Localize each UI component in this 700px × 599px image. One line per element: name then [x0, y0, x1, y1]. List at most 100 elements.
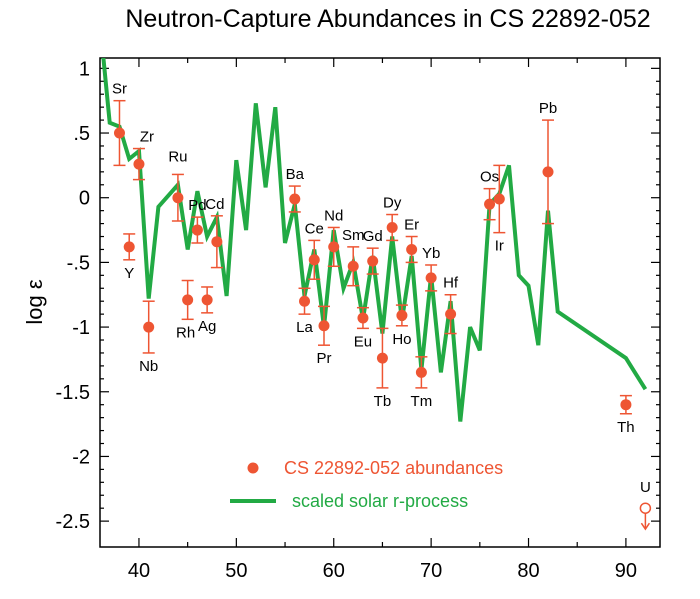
data-point-Tm: Tm [411, 356, 433, 410]
y-axis: 1 .5 0 -.5 -1 -1.5 -2 -2.5 [56, 58, 660, 533]
data-point-Ir: Ir [493, 164, 506, 255]
element-label: Ho [392, 331, 411, 348]
data-point-Sm: Sm [342, 227, 365, 287]
legend-label-observed: CS 22892-052 abundances [284, 458, 503, 478]
element-label: Ir [495, 238, 504, 255]
data-point-Os: Os [480, 169, 499, 221]
element-label: Nd [324, 207, 343, 224]
data-point-Dy: Dy [383, 195, 402, 242]
element-label: Sr [112, 81, 127, 98]
element-label: Pr [317, 350, 332, 367]
data-dot [143, 321, 155, 333]
element-label: Nb [139, 358, 158, 375]
y-tick-label: -.5 [67, 252, 90, 274]
data-dot [493, 193, 505, 205]
element-label: Zr [140, 129, 154, 146]
data-point-Yb: Yb [422, 245, 440, 292]
y-tick-label: -2 [72, 446, 90, 468]
y-tick-label: -1.5 [56, 382, 90, 404]
element-label: Hf [443, 275, 459, 292]
data-dot [425, 272, 437, 284]
data-point-Nb: Nb [139, 300, 158, 375]
data-point-Th: Th [617, 394, 635, 436]
data-dot [318, 320, 330, 332]
data-dot [445, 308, 457, 320]
data-point-Nd: Nd [324, 207, 343, 268]
data-dot [415, 366, 427, 378]
element-label: Y [124, 265, 134, 282]
data-point-Ag: Ag [198, 286, 216, 335]
element-label: Ba [286, 166, 305, 183]
chart-title: Neutron-Capture Abundances in CS 22892-0… [125, 5, 650, 33]
upper-limit-dot [639, 502, 652, 514]
element-label: Gd [363, 228, 383, 245]
data-point-Ce: Ce [305, 220, 324, 280]
data-point-Tb: Tb [374, 327, 392, 410]
data-dot [299, 295, 311, 307]
data-point-Gd: Gd [363, 228, 383, 275]
data-dot [396, 309, 408, 321]
data-dot [289, 193, 301, 205]
element-label: Tm [411, 393, 433, 410]
data-point-Ba: Ba [286, 166, 305, 213]
element-label: Eu [354, 333, 372, 350]
data-point-Zr: Zr [132, 129, 154, 181]
element-label: Sm [342, 227, 365, 244]
element-label: Cd [205, 196, 224, 213]
data-point-La: La [296, 287, 314, 336]
x-tick-label: 70 [420, 560, 442, 582]
element-label: Pb [539, 100, 557, 117]
upper-limit-U: U [639, 479, 652, 531]
legend-label-solar: scaled solar r-process [292, 491, 468, 511]
upper-limit-arrow [640, 522, 651, 531]
element-label: Dy [383, 195, 402, 212]
legend: CS 22892-052 abundances scaled solar r-p… [230, 458, 503, 511]
data-point-Pd: Pd [188, 197, 207, 244]
element-label: Yb [422, 245, 440, 262]
y-tick-label: -2.5 [56, 511, 90, 533]
data-dot [201, 294, 213, 306]
data-dot [620, 399, 632, 411]
element-label: Ce [305, 220, 324, 237]
element-label: Er [404, 217, 419, 234]
data-point-Y: Y [123, 233, 136, 282]
data-point-Hf: Hf [443, 275, 459, 335]
y-axis-label: log ε [22, 279, 47, 324]
data-point-Sr: Sr [112, 81, 127, 167]
solar-rprocess-line [101, 58, 648, 422]
element-label: Os [480, 169, 499, 186]
data-dot [191, 224, 203, 236]
data-point-Ru: Ru [168, 148, 188, 222]
element-label: Pd [188, 197, 206, 214]
x-tick-label: 40 [128, 560, 150, 582]
legend-dot-marker [247, 462, 259, 474]
data-dot [376, 352, 388, 364]
x-axis: 40 50 60 70 80 90 [128, 58, 637, 582]
y-tick-label: .5 [73, 123, 90, 145]
y-tick-label: -1 [72, 317, 90, 339]
x-tick-label: 80 [517, 560, 539, 582]
data-dot [542, 166, 554, 178]
data-dot [182, 294, 194, 306]
data-dot [357, 312, 369, 324]
solar-rprocess-polyline [101, 58, 648, 422]
observed-abundances: Sr Y Zr Nb Ru Rh Pd Ag Cd Ba La Ce Pr Nd Sm Eu Gd Tb Dy Ho E… [112, 81, 652, 531]
element-label: Th [617, 419, 635, 436]
element-label: Ru [168, 148, 187, 165]
y-tick-label: 1 [79, 58, 90, 80]
data-point-Pb: Pb [539, 100, 557, 225]
data-dot [406, 243, 418, 255]
data-point-Ho: Ho [392, 304, 412, 348]
data-point-Pr: Pr [317, 305, 332, 367]
element-label: Tb [374, 393, 392, 410]
data-point-Rh: Rh [176, 279, 195, 341]
data-dot [113, 127, 125, 139]
data-dot [172, 192, 184, 204]
plot-frame [99, 57, 661, 548]
element-label: Rh [176, 324, 195, 341]
data-dot [308, 254, 320, 266]
data-dot [123, 241, 135, 253]
element-label: U [640, 479, 651, 496]
data-point-Er: Er [404, 217, 419, 264]
